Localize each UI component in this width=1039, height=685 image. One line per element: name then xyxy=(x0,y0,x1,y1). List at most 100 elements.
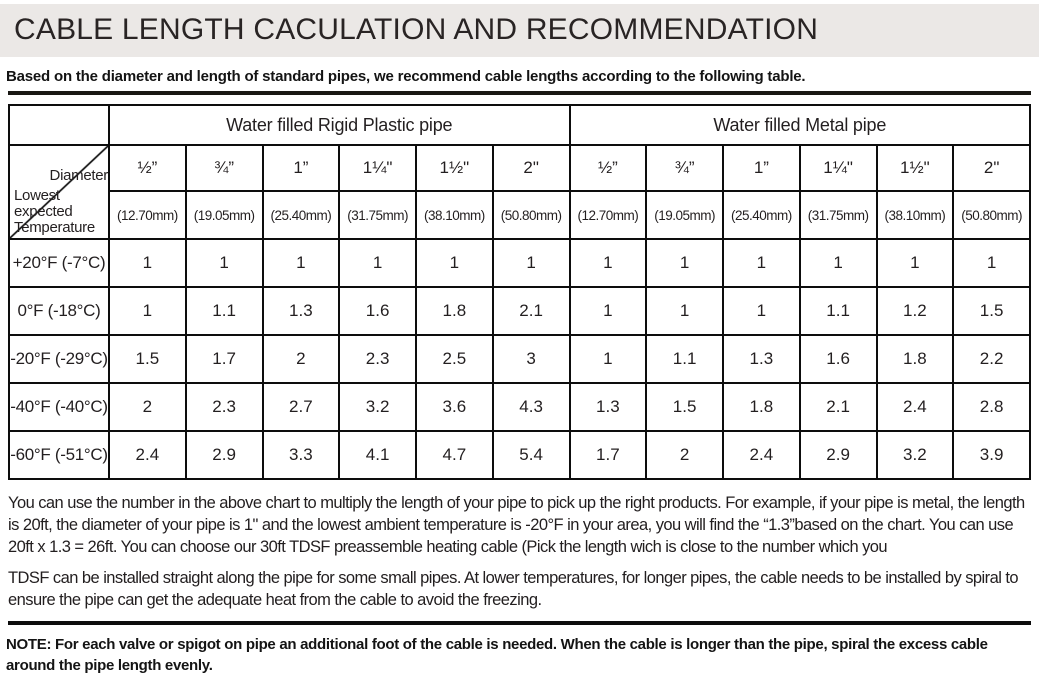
value-cell: 1 xyxy=(798,238,878,288)
value-cell: 1 xyxy=(568,286,648,336)
mm-header-cell: (31.75mm) xyxy=(798,190,878,240)
mm-header-cell: (19.05mm) xyxy=(184,190,264,240)
mm-header-cell: (38.10mm) xyxy=(415,190,494,240)
corner-diagonal-cell: Diameter Lowest expected Temperature xyxy=(8,144,110,240)
value-cell: 2.8 xyxy=(952,382,1031,432)
value-cell: 2.9 xyxy=(798,430,878,480)
value-cell: 1 xyxy=(338,238,417,288)
value-cell: 1 xyxy=(645,286,724,336)
table-row: -20°F (-29°C) 1.5 1.7 2 2.3 2.5 3 1 1.1 … xyxy=(8,334,1031,384)
value-cell: 1 xyxy=(415,238,494,288)
diameter-header-cell: 1½" xyxy=(415,144,494,192)
row-label-cell: -60°F (-51°C) xyxy=(8,430,110,480)
intro-subtitle: Based on the diameter and length of stan… xyxy=(6,68,806,85)
mm-header-cell: (12.70mm) xyxy=(568,190,648,240)
installation-paragraph: TDSF can be installed straight along the… xyxy=(8,569,1019,609)
value-cell: 2 xyxy=(645,430,724,480)
value-cell: 4.1 xyxy=(338,430,417,480)
value-cell: 1.8 xyxy=(722,382,801,432)
value-cell: 2.7 xyxy=(261,382,341,432)
diameter-header-cell: 1” xyxy=(261,144,341,192)
value-cell: 1.3 xyxy=(261,286,341,336)
value-cell: 2.1 xyxy=(491,286,571,336)
value-cell: 1 xyxy=(722,286,801,336)
table-row: -40°F (-40°C) 2 2.3 2.7 3.2 3.6 4.3 1.3 … xyxy=(8,382,1031,432)
diameter-header-cell: ½” xyxy=(568,144,648,192)
value-cell: 1.8 xyxy=(875,334,955,384)
diameter-header-cell: 1¼" xyxy=(338,144,417,192)
value-cell: 1 xyxy=(491,238,571,288)
mm-header-cell: (19.05mm) xyxy=(645,190,724,240)
diameter-header-cell: 2" xyxy=(952,144,1031,192)
value-cell: 1.7 xyxy=(568,430,648,480)
value-cell: 1.1 xyxy=(184,286,264,336)
diameter-header-cell: 1¼" xyxy=(798,144,878,192)
mm-header-cell: (50.80mm) xyxy=(491,190,571,240)
value-cell: 1 xyxy=(184,238,264,288)
row-label-cell: +20°F (-7°C) xyxy=(8,238,110,288)
value-cell: 2.2 xyxy=(952,334,1031,384)
value-cell: 3.2 xyxy=(338,382,417,432)
page-title: CABLE LENGTH CACULATION AND RECOMMENDATI… xyxy=(14,13,819,46)
value-cell: 1.7 xyxy=(184,334,264,384)
bottom-divider xyxy=(8,621,1031,625)
mm-header-cell: (50.80mm) xyxy=(952,190,1031,240)
value-cell: 1.3 xyxy=(722,334,801,384)
mm-header-cell: (38.10mm) xyxy=(875,190,955,240)
value-cell: 1 xyxy=(108,286,187,336)
diameter-header-cell: 1” xyxy=(722,144,801,192)
table-row: 0°F (-18°C) 1 1.1 1.3 1.6 1.8 2.1 1 1 1 … xyxy=(8,286,1031,336)
note-paragraph: NOTE: For each valve or spigot on pipe a… xyxy=(6,636,988,674)
top-divider xyxy=(8,91,1031,95)
value-cell: 1 xyxy=(952,238,1031,288)
value-cell: 1.2 xyxy=(875,286,955,336)
diameter-header-cell: 2" xyxy=(491,144,571,192)
value-cell: 1 xyxy=(722,238,801,288)
value-cell: 1.5 xyxy=(952,286,1031,336)
pipe-type-header-row: Water filled Rigid Plastic pipe Water fi… xyxy=(8,104,1031,146)
diameter-header-cell: ¾” xyxy=(184,144,264,192)
row-label-cell: -40°F (-40°C) xyxy=(8,382,110,432)
temperature-axis-label: Lowest expected Temperature xyxy=(14,187,95,236)
value-cell: 2 xyxy=(108,382,187,432)
value-cell: 4.7 xyxy=(415,430,494,480)
value-cell: 3 xyxy=(491,334,571,384)
diameter-header-cell: 1½" xyxy=(875,144,955,192)
value-cell: 4.3 xyxy=(491,382,571,432)
value-cell: 2.5 xyxy=(415,334,494,384)
value-cell: 1.6 xyxy=(798,334,878,384)
group-header-plastic: Water filled Rigid Plastic pipe xyxy=(108,104,571,146)
value-cell: 1 xyxy=(875,238,955,288)
value-cell: 2 xyxy=(261,334,341,384)
usage-paragraph: You can use the number in the above char… xyxy=(8,494,1025,556)
mm-header-row: (12.70mm) (19.05mm) (25.40mm) (31.75mm) … xyxy=(9,190,1031,240)
title-bar: CABLE LENGTH CACULATION AND RECOMMENDATI… xyxy=(0,4,1039,57)
value-cell: 2.9 xyxy=(184,430,264,480)
group-header-metal: Water filled Metal pipe xyxy=(568,104,1031,146)
row-label-cell: 0°F (-18°C) xyxy=(8,286,110,336)
value-cell: 2.4 xyxy=(722,430,801,480)
mm-header-cell: (12.70mm) xyxy=(108,190,187,240)
diameter-header-row: Diameter Lowest expected Temperature ½” … xyxy=(8,144,1031,240)
value-cell: 1 xyxy=(568,238,648,288)
value-cell: 1 xyxy=(108,238,187,288)
value-cell: 1 xyxy=(645,238,724,288)
table-row: +20°F (-7°C) 1 1 1 1 1 1 1 1 1 1 1 1 xyxy=(8,238,1031,288)
value-cell: 2.4 xyxy=(875,382,955,432)
value-cell: 3.9 xyxy=(952,430,1031,480)
value-cell: 3.6 xyxy=(415,382,494,432)
diameter-header-cell: ½” xyxy=(108,144,187,192)
value-cell: 1.5 xyxy=(645,382,724,432)
mm-header-cell: (25.40mm) xyxy=(261,190,341,240)
mm-header-cell: (25.40mm) xyxy=(722,190,801,240)
value-cell: 2.1 xyxy=(798,382,878,432)
diameter-header-cell: ¾” xyxy=(645,144,724,192)
corner-spacer-cell xyxy=(8,104,110,146)
value-cell: 1.8 xyxy=(415,286,494,336)
value-cell: 1.6 xyxy=(338,286,417,336)
row-label-cell: -20°F (-29°C) xyxy=(8,334,110,384)
value-cell: 5.4 xyxy=(491,430,571,480)
value-cell: 2.3 xyxy=(184,382,264,432)
value-cell: 3.3 xyxy=(261,430,341,480)
value-cell: 1.1 xyxy=(645,334,724,384)
